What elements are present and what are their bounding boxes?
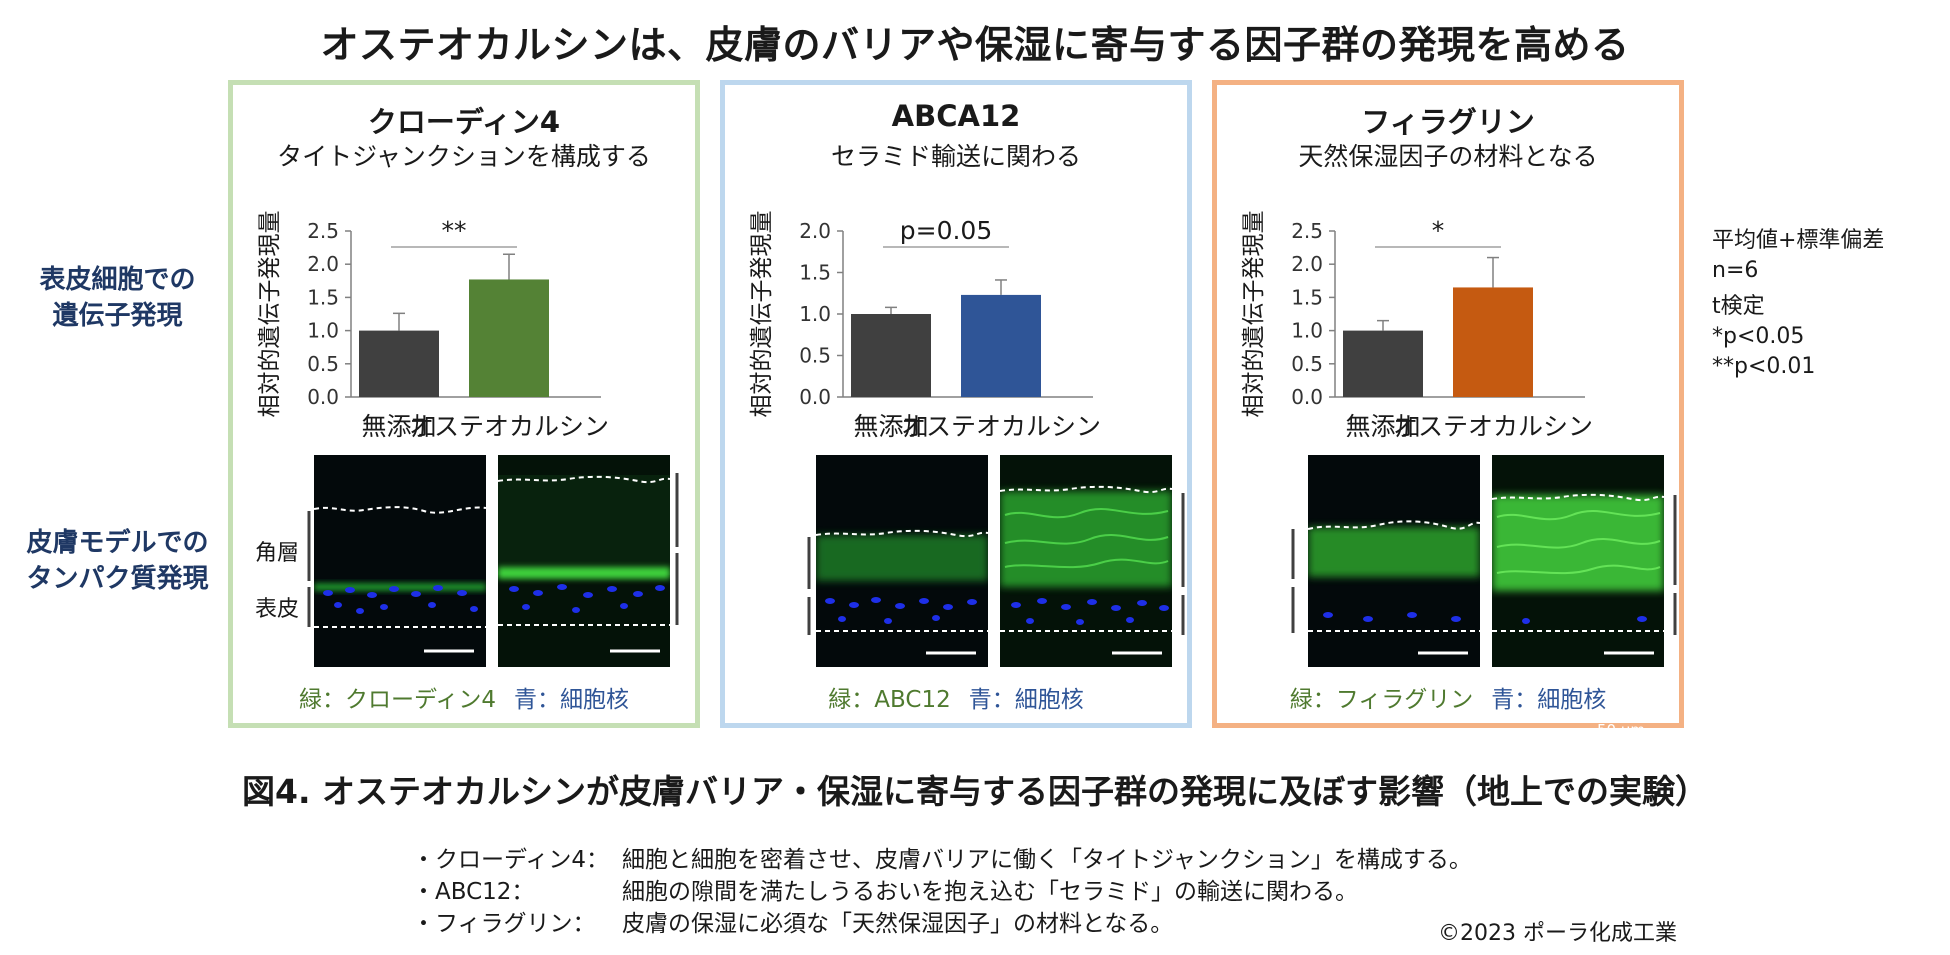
stats-line-test: t検定 — [1712, 294, 1765, 319]
y-tick-label: 2.0 — [799, 219, 831, 243]
y-tick-label: 0.5 — [1291, 352, 1323, 376]
bar — [961, 294, 1041, 397]
micrograph-control — [1308, 455, 1480, 667]
y-tick-label: 2.5 — [307, 219, 339, 243]
y-tick-label: 2.0 — [307, 252, 339, 276]
y-tick-label: 0.0 — [1291, 385, 1323, 409]
micrograph-osteocalcin — [1000, 455, 1172, 667]
x-category-label: オステオカルシン — [901, 412, 1101, 441]
legend-green-label: 緑：クローディン4 — [298, 687, 497, 713]
legend-green-label: 緑：ABC12 — [828, 687, 951, 713]
panel-subtitle: タイトジャンクションを構成する — [277, 142, 651, 171]
micrograph-osteocalcin — [498, 455, 670, 667]
row-label-gene: 表皮細胞での 遺伝子発現 — [10, 262, 225, 334]
panel-subtitle: セラミド輸送に関わる — [830, 142, 1081, 171]
note-row: ・ABC12： 細胞の隙間を満たしうるおいを抱え込む「セラミド」の輸送に関わる。 — [412, 872, 1358, 906]
panel-title: クローディン4 — [367, 105, 561, 139]
legend-blue-label: 青：細胞核 — [968, 687, 1084, 713]
note-description: 細胞と細胞を密着させ、皮膚バリアに働く「タイトジャンクション」を構成する。 — [622, 847, 1472, 873]
note-description: 皮膚の保湿に必須な「天然保湿因子」の材料となる。 — [622, 911, 1174, 937]
panel-title: ABCA12 — [891, 99, 1021, 133]
y-tick-label: 1.0 — [307, 319, 339, 343]
panel-filaggrin: フィラグリン 天然保湿因子の材料となる 相対的遺伝子発現量 0.0 0.5 1.0 1.… — [1212, 80, 1684, 739]
stats-line-n: n=6 — [1712, 258, 1759, 283]
y-axis-label: 相対的遺伝子発現量 — [257, 211, 283, 418]
y-tick-label: 0.5 — [307, 352, 339, 376]
note-term: ・フィラグリン： — [412, 911, 596, 937]
note-row: ・フィラグリン： 皮膚の保湿に必須な「天然保湿因子」の材料となる。 — [412, 904, 1173, 938]
note-term: ・ABC12： — [412, 879, 535, 905]
y-axis-label: 相対的遺伝子発現量 — [749, 211, 775, 418]
note-term: ・クローディン4： — [412, 847, 610, 873]
y-tick-label: 1.0 — [1291, 319, 1323, 343]
y-tick-label: 1.5 — [1291, 285, 1323, 309]
bar — [1453, 287, 1533, 397]
x-category-label: オステオカルシン — [409, 412, 609, 441]
note-row: ・クローディン4： 細胞と細胞を密着させ、皮膚バリアに働く「タイトジャンクション」… — [412, 840, 1472, 874]
panel-title: フィラグリン — [1361, 105, 1535, 139]
y-tick-label: 0.0 — [307, 385, 339, 409]
copyright: ©2023 ポーラ化成工業 — [1438, 921, 1677, 946]
stats-line-mean-sd: 平均値+標準偏差 — [1712, 228, 1885, 253]
y-tick-label: 1.0 — [799, 302, 831, 326]
micrograph-osteocalcin — [1492, 455, 1664, 667]
panel-abca12: ABCA12 セラミド輸送に関わる 相対的遺伝子発現量 0.0 0.5 1.0 1.5 2… — [720, 80, 1192, 728]
x-category-label: 無添加 — [853, 412, 928, 441]
stats-line-p-single: *p<0.05 — [1712, 324, 1805, 349]
significance-label: p=0.05 — [900, 216, 992, 245]
row-label-protein-line-2: タンパク質発現 — [26, 564, 209, 594]
bar — [469, 279, 549, 397]
row-label-gene-line-1: 表皮細胞での — [39, 265, 196, 295]
micrograph-control — [314, 455, 486, 667]
scale-bar-label: 50 µm — [1597, 721, 1646, 739]
y-tick-label: 2.0 — [1291, 252, 1323, 276]
y-tick-label: 0.5 — [799, 344, 831, 368]
y-axis-label: 相対的遺伝子発現量 — [1241, 211, 1267, 418]
bar — [359, 330, 439, 397]
statistics-note: 平均値+標準偏差 n=6 t検定 *p<0.05 **p<0.01 — [1712, 226, 1884, 382]
figure-caption: 図4. オステオカルシンが皮膚バリア・保湿に寄与する因子群の発現に及ぼす影響（地… — [242, 772, 1708, 811]
row-label-gene-line-2: 遺伝子発現 — [52, 301, 183, 331]
legend-blue-label: 青：細胞核 — [514, 687, 630, 713]
row-label-protein-line-1: 皮膚モデルでの — [26, 528, 209, 558]
stats-line-p-double: **p<0.01 — [1712, 354, 1816, 379]
layer-label-stratum-corneum: 角層 — [255, 541, 300, 566]
note-description: 細胞の隙間を満たしうるおいを抱え込む「セラミド」の輸送に関わる。 — [622, 879, 1358, 905]
y-tick-label: 2.5 — [1291, 219, 1323, 243]
y-tick-label: 0.0 — [799, 385, 831, 409]
fluorescence-legend: 緑：クローディン4 青：細胞核 — [233, 680, 695, 714]
y-tick-label: 1.5 — [799, 261, 831, 285]
main-title: オステオカルシンは、皮膚のバリアや保湿に寄与する因子群の発現を高める — [320, 23, 1630, 67]
layer-bars — [807, 493, 1185, 635]
significance-label: * — [1432, 216, 1445, 245]
legend-blue-label: 青：細胞核 — [1491, 687, 1607, 713]
bar — [1343, 330, 1423, 397]
x-category-label: 無添加 — [1345, 412, 1420, 441]
panel-claudin4: クローディン4 タイトジャンクションを構成する 相対的遺伝子発現量 0.0 0.5 1… — [228, 80, 700, 728]
layer-bars — [1291, 495, 1677, 635]
significance-label: ** — [442, 216, 467, 245]
layer-label-epidermis: 表皮 — [255, 597, 300, 622]
x-category-label: 無添加 — [361, 412, 436, 441]
legend-green-label: 緑：フィラグリン — [1289, 687, 1474, 713]
fluorescence-legend: 緑：フィラグリン 青：細胞核 — [1217, 680, 1679, 714]
row-label-protein: 皮膚モデルでの タンパク質発現 — [10, 525, 225, 597]
micrograph-control — [816, 455, 988, 667]
x-category-label: オステオカルシン — [1393, 412, 1593, 441]
fluorescence-legend: 緑：ABC12 青：細胞核 — [725, 680, 1187, 714]
bar — [851, 314, 931, 397]
layer-bars — [307, 473, 679, 627]
panel-subtitle: 天然保湿因子の材料となる — [1298, 142, 1598, 171]
y-tick-label: 1.5 — [307, 285, 339, 309]
